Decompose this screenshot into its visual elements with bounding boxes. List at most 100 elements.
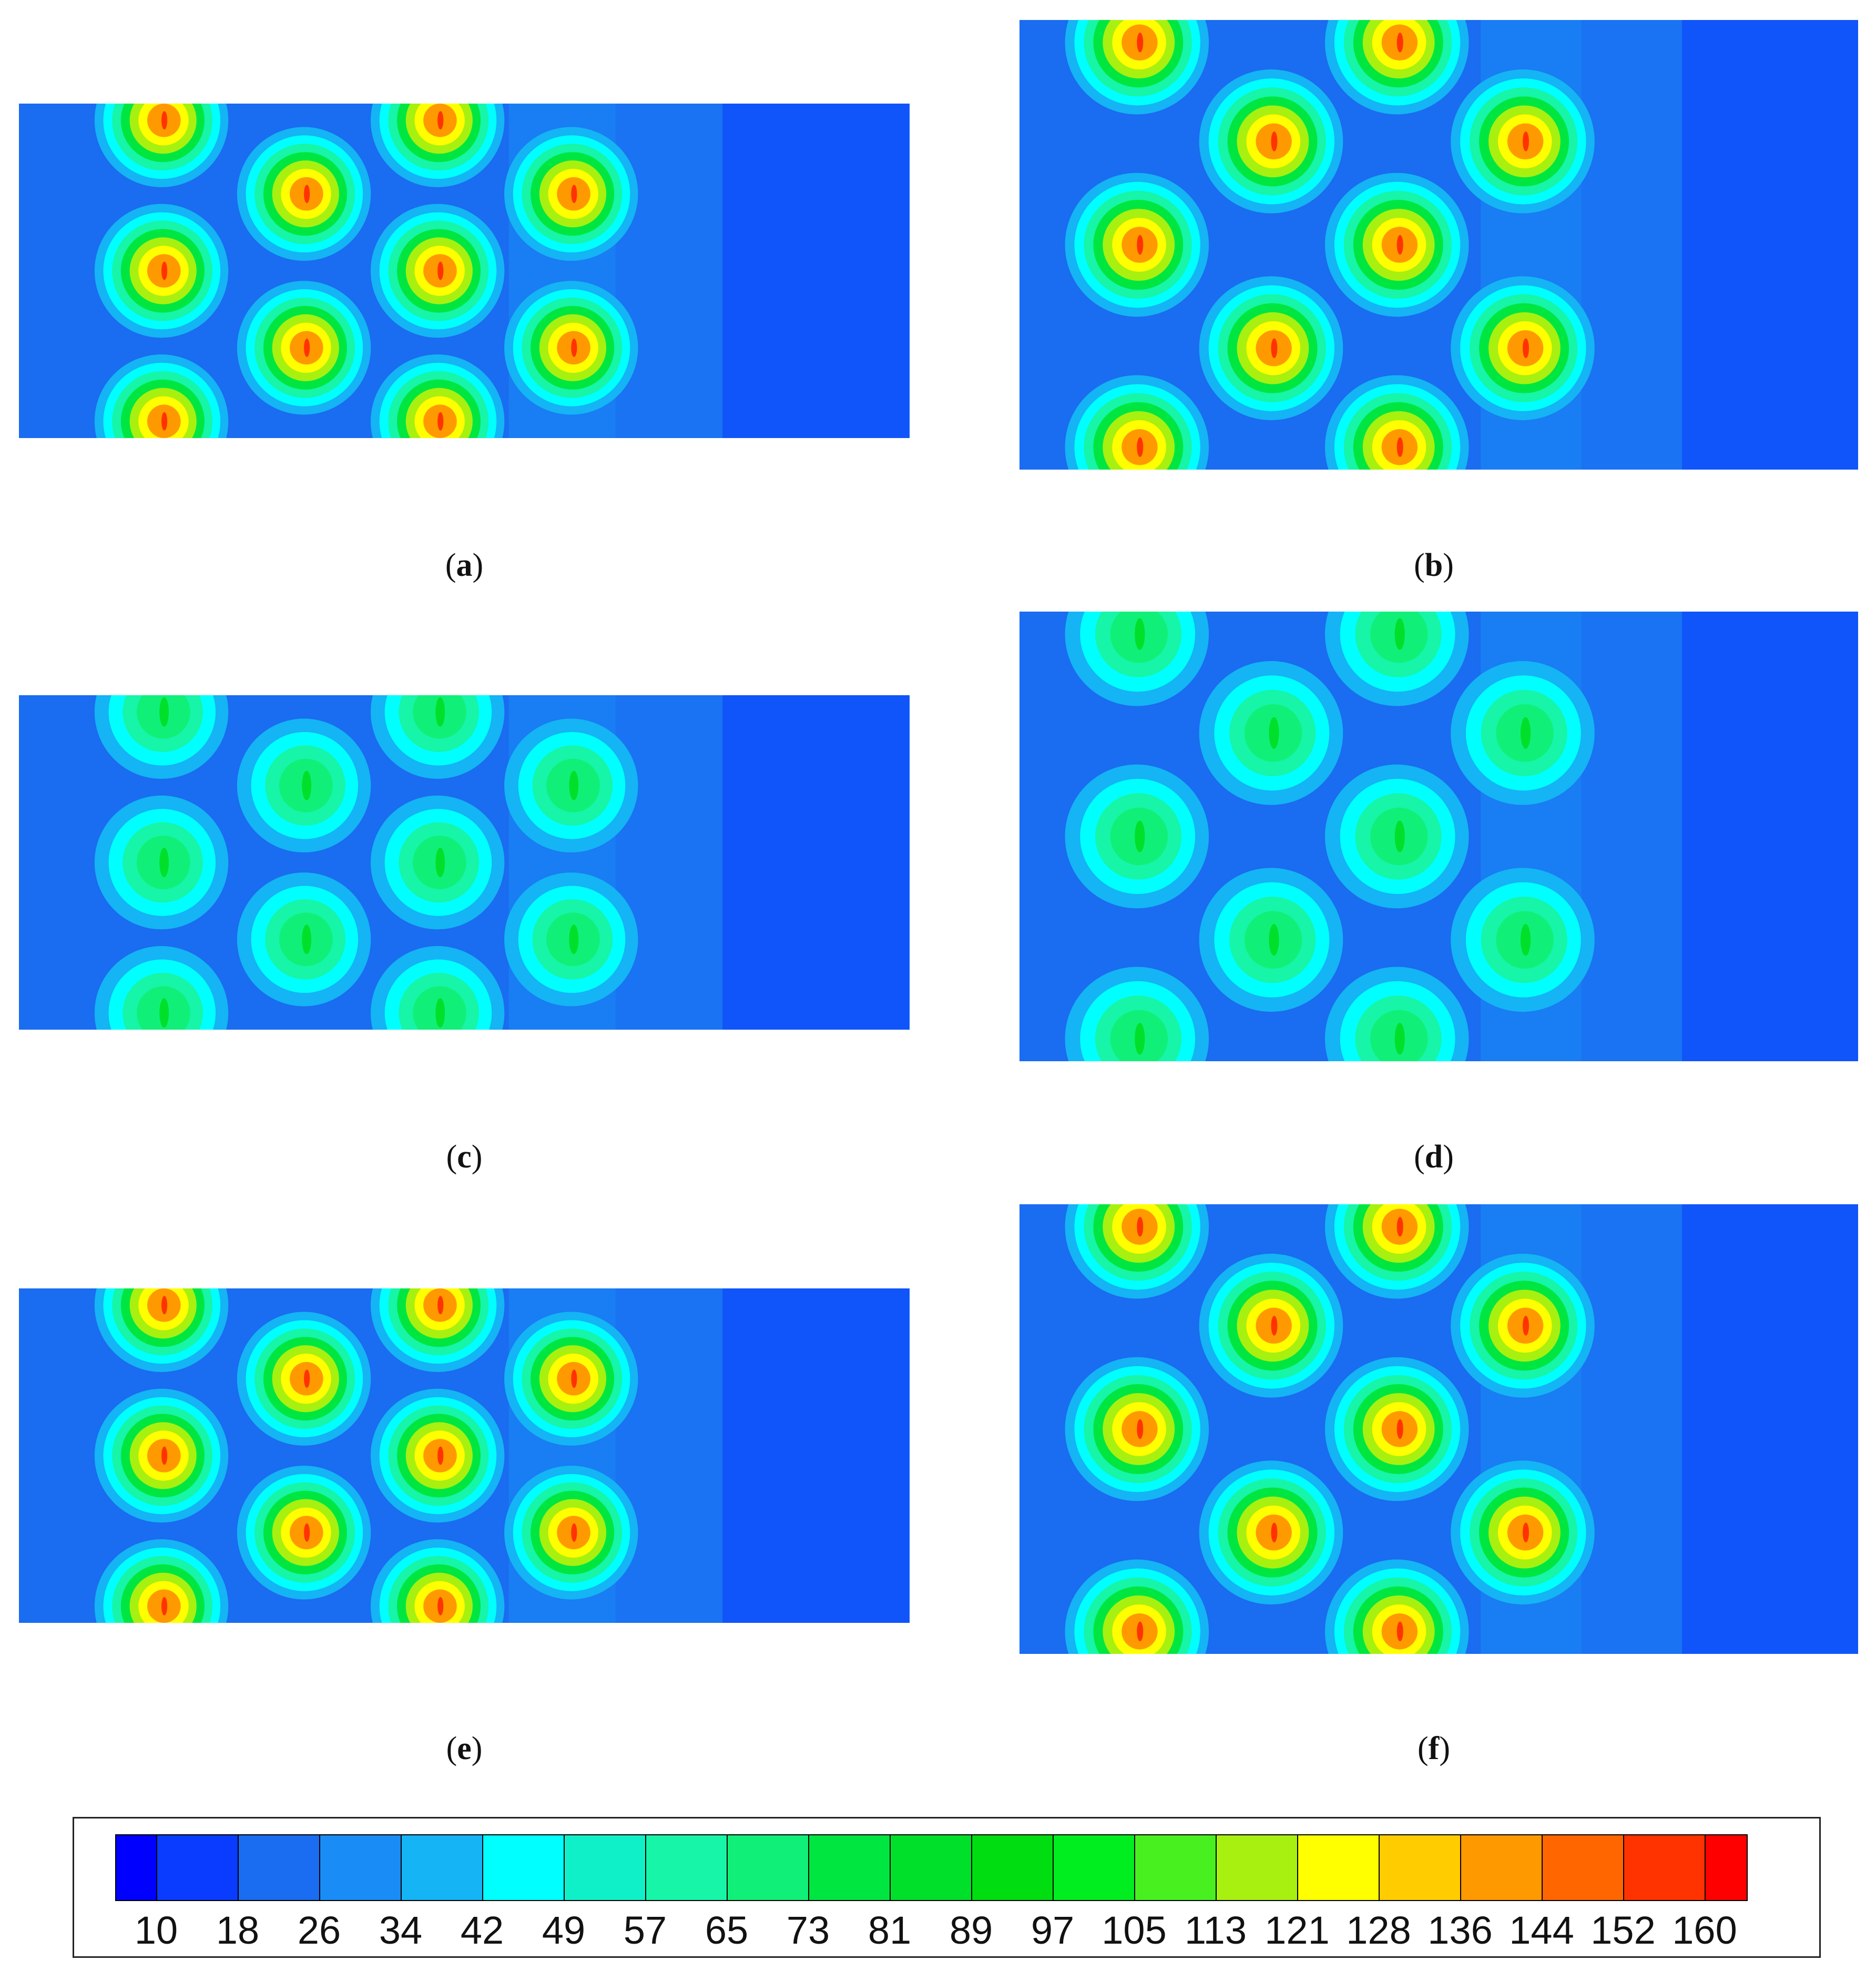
contour-cell [1324,375,1469,470]
caption-e: (e) [446,1731,483,1766]
contour-cell [237,281,371,415]
legend-swatch [1461,1835,1543,1900]
legend-swatch [320,1835,402,1900]
legend-label: 121 [1265,1908,1330,1952]
legend-label: 113 [1185,1908,1247,1952]
legend-swatch [891,1835,972,1900]
contour-cell [94,204,229,338]
contour-cell [1065,612,1209,706]
contour-cell [1065,764,1209,909]
legend-label: 128 [1346,1908,1411,1952]
contour-cell [504,718,638,852]
contour-plot-b [1019,20,1858,470]
contour-cell [371,1288,505,1372]
legend-swatch [1135,1835,1217,1900]
contour-cell [504,127,638,261]
contour-panel-b [1019,20,1858,470]
contour-plot-e [19,1288,910,1623]
legend-label: 49 [542,1908,586,1952]
contour-cell [1451,69,1595,214]
legend-swatch [402,1835,483,1900]
contour-cell [94,946,229,1030]
contour-cell [1065,1204,1209,1299]
caption-a: (a) [445,547,484,583]
contour-cell [1199,69,1343,214]
contour-cell [1451,1254,1595,1398]
legend-label: 152 [1590,1908,1656,1952]
contour-cell [1324,764,1469,909]
legend-label: 57 [623,1908,667,1952]
legend-label: 97 [1031,1908,1075,1952]
contour-panel-c [19,695,910,1030]
legend-swatch [116,1835,157,1900]
contour-cell [237,872,371,1007]
legend-label: 65 [705,1908,749,1952]
legend-label: 26 [297,1908,341,1952]
contour-cell [1451,1460,1595,1604]
legend-label: 34 [379,1908,423,1952]
contour-panel-f [1019,1204,1858,1654]
contour-cell [1065,375,1209,470]
contour-panel-a [19,104,910,438]
contour-cell [504,872,638,1007]
contour-cell [237,718,371,852]
contour-cell [1324,1357,1469,1501]
legend-swatch [483,1835,565,1900]
contour-cell [1451,276,1595,420]
contour-cell [371,695,505,779]
legend-swatch [565,1835,646,1900]
legend-swatch [239,1835,320,1900]
contour-cell [1324,172,1469,317]
caption-c: (c) [446,1139,483,1175]
caption-b: (b) [1414,547,1454,583]
contour-cell [94,104,229,187]
contour-cell [1199,1460,1343,1604]
legend-swatch [157,1835,239,1900]
contour-panel-e [19,1288,910,1623]
contour-cell [1324,20,1469,115]
legend-label: 89 [949,1908,993,1952]
contour-cell [504,1466,638,1600]
contour-cell [1451,868,1595,1012]
legend-swatch [728,1835,809,1900]
contour-cell [94,1539,229,1623]
contour-cell [1451,661,1595,805]
contour-cell [370,204,505,338]
contour-cell [370,795,505,930]
contour-cell [237,1312,371,1446]
contour-cell [237,1466,371,1600]
legend-swatch [1706,1835,1747,1900]
contour-cell [1199,868,1343,1012]
contour-cell [94,1388,229,1523]
contour-cell [371,104,505,187]
legend-swatch [1624,1835,1706,1900]
contour-cell [504,1312,638,1446]
contour-cell [1065,967,1209,1061]
contour-cell [1065,172,1209,317]
legend-swatch [1380,1835,1461,1900]
contour-cell [94,695,229,779]
legend-swatch [1217,1835,1298,1900]
caption-d: (d) [1414,1139,1454,1175]
legend-label: 144 [1509,1908,1574,1952]
contour-plot-a [19,104,910,438]
contour-cell [370,1388,505,1523]
contour-cell [371,946,505,1030]
contour-cell [1199,276,1343,420]
legend-swatch [646,1835,728,1900]
legend-colorbar [115,1834,1748,1901]
contour-cell [1065,1559,1209,1654]
caption-f: (f) [1418,1731,1450,1766]
contour-cell [1199,1254,1343,1398]
legend-label: 105 [1102,1908,1167,1952]
color-legend: 10 18 26 34 42 49 57 65 73 81 89 97 105 113 121 128 136 1… [73,1817,1821,1958]
legend-label: 81 [868,1908,912,1952]
legend-label: 42 [460,1908,504,1952]
legend-label: 160 [1672,1908,1737,1952]
contour-cell [94,1288,229,1372]
contour-panel-d [1019,612,1858,1061]
contour-cell [1324,612,1469,706]
contour-cell [1065,20,1209,115]
legend-swatch [1543,1835,1624,1900]
legend-label: 73 [786,1908,830,1952]
